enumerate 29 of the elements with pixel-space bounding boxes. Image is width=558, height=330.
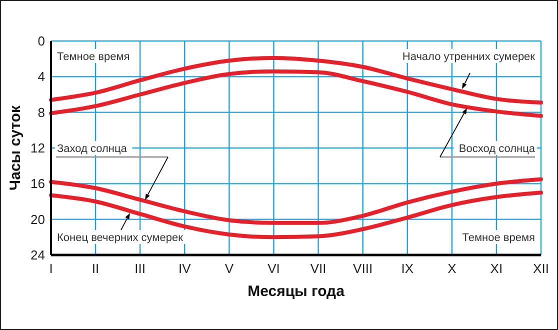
y-tick-label: 16 bbox=[30, 176, 45, 192]
x-tick-label: III bbox=[134, 261, 146, 276]
x-tick-label: IV bbox=[178, 261, 192, 276]
annotation: Темное время bbox=[462, 232, 536, 244]
line-series bbox=[49, 69, 543, 118]
annotation: Темное время bbox=[57, 51, 130, 63]
y-tick-label: 8 bbox=[38, 104, 45, 120]
x-tick-label: V bbox=[224, 261, 234, 276]
x-tick-label: IX bbox=[401, 261, 414, 276]
y-tick-label: 12 bbox=[30, 140, 45, 156]
x-axis-title: Месяцы года bbox=[248, 283, 346, 300]
annotation: Восход солнца bbox=[458, 143, 536, 155]
x-tick-label: II bbox=[92, 261, 100, 276]
annotation: Заход солнца bbox=[57, 143, 128, 155]
x-tick-label: XI bbox=[490, 261, 503, 276]
y-tick-label: 24 bbox=[30, 248, 45, 263]
x-tick-label: VI bbox=[268, 261, 280, 276]
line-series bbox=[49, 177, 543, 225]
annotation: Начало утренних сумерек bbox=[402, 51, 536, 63]
x-tick-label: XII bbox=[533, 261, 549, 276]
x-tick-label: I bbox=[49, 261, 53, 276]
y-tick-label: 0 bbox=[38, 34, 45, 49]
y-axis-title: Часы суток bbox=[7, 105, 24, 190]
y-tick-label: 4 bbox=[38, 69, 45, 84]
x-tick-label: VIII bbox=[353, 261, 373, 276]
y-tick-label: 20 bbox=[30, 212, 45, 227]
annotation: Конец вечерних сумерек bbox=[57, 232, 184, 244]
x-tick-label: X bbox=[448, 261, 457, 276]
x-tick-label: VII bbox=[310, 261, 326, 276]
